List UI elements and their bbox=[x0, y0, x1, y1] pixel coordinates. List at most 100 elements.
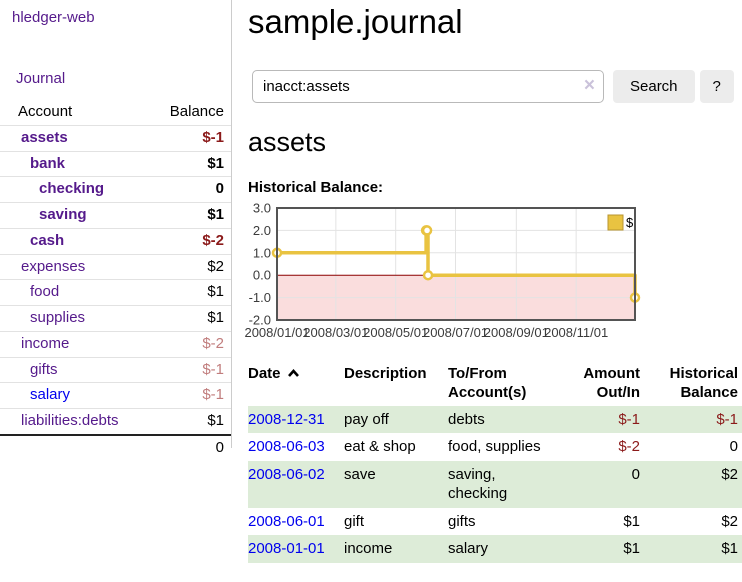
accounts-table: Account Balance assets $-1 bank $1 check… bbox=[0, 100, 231, 461]
register-row: 2008-06-02 save saving, checking 0 $2 bbox=[248, 460, 742, 508]
account-balance: $2 bbox=[207, 257, 224, 275]
transaction-balance: $-1 bbox=[716, 410, 738, 428]
account-balance: $1 bbox=[207, 154, 224, 172]
transaction-date-link[interactable]: 2008-06-03 bbox=[248, 438, 325, 456]
sidebar-item-journal[interactable]: Journal bbox=[16, 70, 66, 87]
svg-text:1.0: 1.0 bbox=[253, 245, 271, 260]
transaction-description: gift bbox=[344, 512, 365, 530]
date-column-header[interactable]: Date bbox=[248, 361, 344, 406]
transaction-date-link[interactable]: 2008-06-01 bbox=[248, 512, 325, 530]
register-table: Date Description To/From Account(s) Amou… bbox=[248, 361, 742, 563]
svg-text:-1.0: -1.0 bbox=[249, 290, 271, 305]
account-row: expenses $2 bbox=[0, 254, 231, 280]
account-balance: 0 bbox=[215, 180, 224, 198]
register-row: 2008-01-01 income salary $1 $1 bbox=[248, 535, 742, 563]
account-link-income[interactable]: income bbox=[21, 334, 70, 352]
account-balance: $-1 bbox=[202, 360, 224, 378]
transaction-accounts: food, supplies bbox=[448, 438, 541, 456]
balance-column-header: Historical Balance bbox=[669, 364, 738, 402]
svg-text:0.0: 0.0 bbox=[253, 267, 271, 282]
account-link-assets[interactable]: assets bbox=[21, 128, 68, 146]
transaction-accounts: salary bbox=[448, 540, 489, 558]
svg-text:-2.0: -2.0 bbox=[249, 312, 271, 327]
account-link-salary[interactable]: salary bbox=[30, 386, 71, 404]
account-balance: $1 bbox=[207, 206, 224, 223]
account-link-expenses[interactable]: expenses bbox=[21, 257, 86, 275]
account-balance: $-2 bbox=[202, 231, 224, 249]
account-row: supplies $1 bbox=[0, 305, 231, 332]
help-button[interactable]: ? bbox=[699, 69, 734, 103]
accounts-total-row: 0 bbox=[0, 433, 231, 461]
account-link-checking[interactable]: checking bbox=[39, 180, 105, 198]
transaction-date-link[interactable]: 2008-06-02 bbox=[248, 465, 325, 483]
transaction-amount: $1 bbox=[623, 512, 640, 530]
account-row: liabilities:debts $1 bbox=[0, 408, 231, 435]
svg-text:$: $ bbox=[626, 215, 634, 230]
register-row: 2008-06-03 eat & shop food, supplies $-2… bbox=[248, 433, 742, 461]
transaction-amount: $-2 bbox=[618, 438, 640, 456]
account-balance: $-1 bbox=[202, 128, 224, 146]
transaction-description: income bbox=[344, 540, 393, 558]
accounts-table-header: Account Balance bbox=[0, 100, 231, 125]
transaction-amount: $1 bbox=[623, 540, 640, 558]
historical-balance-label: Historical Balance: bbox=[248, 178, 384, 196]
transaction-accounts: debts bbox=[448, 410, 485, 428]
description-column-header: Description bbox=[344, 364, 427, 382]
transaction-description: eat & shop bbox=[344, 438, 416, 456]
sidebar: hledger-web Journal Account Balance asse… bbox=[0, 0, 232, 461]
transaction-amount: 0 bbox=[631, 465, 640, 483]
accounts-total-value: 0 bbox=[154, 433, 231, 461]
svg-text:2008/09/01: 2008/09/01 bbox=[484, 325, 549, 340]
account-link-gifts[interactable]: gifts bbox=[30, 360, 58, 378]
transaction-balance: $2 bbox=[721, 465, 738, 483]
transaction-accounts: gifts bbox=[448, 512, 476, 530]
account-link-food[interactable]: food bbox=[30, 283, 60, 301]
account-row: income $-2 bbox=[0, 331, 231, 357]
accounts-column-header: To/From Account(s) bbox=[448, 364, 527, 402]
account-row: bank $1 bbox=[0, 151, 231, 177]
account-link-cash[interactable]: cash bbox=[30, 231, 65, 249]
account-row: gifts $-1 bbox=[0, 357, 231, 383]
transaction-description: pay off bbox=[344, 410, 389, 428]
account-link-supplies[interactable]: supplies bbox=[30, 309, 86, 326]
svg-text:3.0: 3.0 bbox=[253, 200, 271, 215]
register-header-row: Date Description To/From Account(s) Amou… bbox=[248, 361, 742, 406]
transaction-date-link[interactable]: 2008-01-01 bbox=[248, 540, 325, 558]
account-link-saving[interactable]: saving bbox=[39, 206, 87, 223]
sort-caret-icon bbox=[287, 365, 300, 382]
main-content: sample.journal × Search ? assets Histori… bbox=[244, 0, 742, 563]
account-row: checking 0 bbox=[0, 176, 231, 203]
transaction-balance: $2 bbox=[721, 512, 738, 530]
transaction-date-link[interactable]: 2008-12-31 bbox=[248, 410, 325, 428]
svg-text:2008/03/01: 2008/03/01 bbox=[303, 325, 368, 340]
account-link-bank[interactable]: bank bbox=[30, 154, 66, 172]
transaction-amount: $-1 bbox=[618, 410, 640, 428]
account-balance: $1 bbox=[207, 283, 224, 301]
account-column-header: Account bbox=[18, 103, 73, 120]
svg-text:2.0: 2.0 bbox=[253, 223, 271, 238]
transaction-accounts: saving, checking bbox=[448, 465, 508, 503]
transaction-description: save bbox=[344, 465, 376, 483]
historical-balance-chart: 3.0 2.0 1.0 0.0 -1.0 -2.02008/01/012008/03/01… bbox=[244, 200, 641, 340]
transaction-balance: $1 bbox=[721, 540, 738, 558]
search-button[interactable]: Search bbox=[613, 69, 695, 103]
account-heading: assets bbox=[248, 126, 327, 157]
account-row: saving $1 bbox=[0, 202, 231, 229]
account-row: assets $-1 bbox=[0, 125, 231, 151]
search-input[interactable] bbox=[252, 69, 604, 103]
search-form: × Search ? bbox=[248, 69, 742, 103]
account-balance: $1 bbox=[207, 309, 224, 326]
svg-text:2008/11/01: 2008/11/01 bbox=[544, 325, 608, 340]
balance-column-header: Balance bbox=[169, 103, 224, 120]
account-row: salary $-1 bbox=[0, 382, 231, 409]
clear-search-icon[interactable]: × bbox=[583, 74, 595, 96]
page-title: sample.journal bbox=[248, 3, 463, 40]
app-brand-link[interactable]: hledger-web bbox=[12, 9, 95, 26]
account-balance: $-2 bbox=[202, 334, 224, 352]
svg-text:2008/05/01: 2008/05/01 bbox=[363, 325, 428, 340]
register-row: 2008-06-01 gift gifts $1 $2 bbox=[248, 508, 742, 536]
account-balance: $-1 bbox=[202, 386, 224, 404]
account-link-liabilities-debts[interactable]: liabilities:debts bbox=[21, 412, 119, 429]
transaction-balance: 0 bbox=[729, 438, 738, 456]
svg-text:2008/01/01: 2008/01/01 bbox=[244, 325, 309, 340]
